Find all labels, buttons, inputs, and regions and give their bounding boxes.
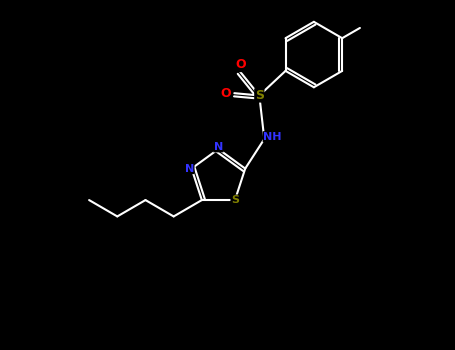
Text: N: N (214, 142, 223, 152)
Text: N: N (185, 163, 194, 174)
Text: S: S (231, 195, 239, 205)
Text: S: S (255, 89, 264, 102)
Text: O: O (221, 87, 232, 100)
Text: O: O (235, 58, 246, 71)
Text: NH: NH (263, 132, 282, 142)
